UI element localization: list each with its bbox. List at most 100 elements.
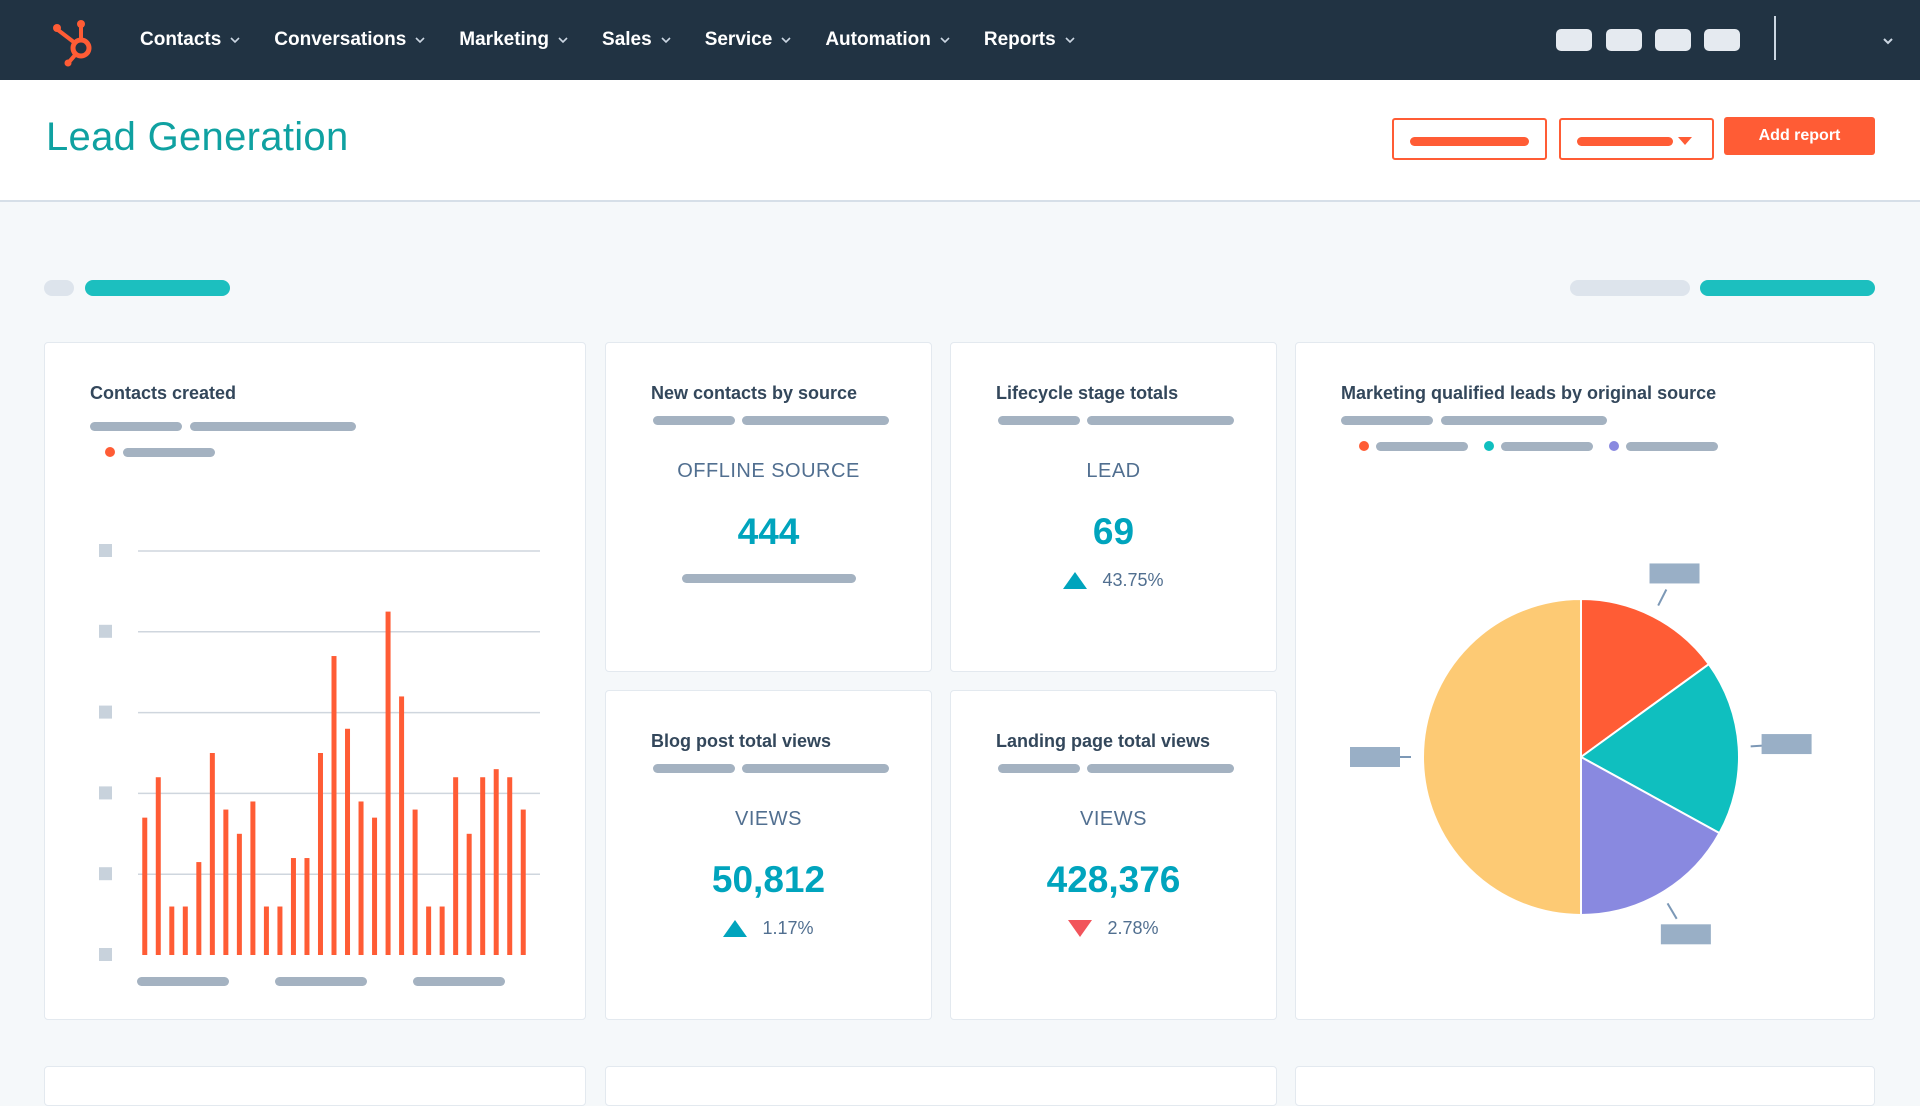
bar[interactable] (385, 611, 391, 955)
slice-label-placeholder (1350, 747, 1400, 767)
bar[interactable] (263, 906, 269, 955)
mql-by-source-card[interactable]: Marketing qualified leads by original so… (1295, 342, 1875, 1020)
card-title: Marketing qualified leads by original so… (1341, 383, 1717, 403)
y-tick-placeholder (99, 705, 112, 719)
nav-item-service[interactable]: Service (705, 29, 792, 51)
bar[interactable] (399, 696, 405, 955)
bar[interactable] (290, 858, 296, 955)
pie-slice[interactable] (1580, 597, 1711, 759)
bar[interactable] (277, 906, 283, 955)
x-axis-label-placeholder (413, 977, 505, 986)
callout-line (1666, 902, 1678, 920)
bar[interactable] (453, 777, 459, 955)
chevron-down-icon (558, 37, 568, 44)
page-title: Lead Generation (46, 115, 349, 159)
chevron-down-icon (781, 37, 791, 44)
blog-views-card[interactable]: Blog post total views VIEWS 50,812 1.17% (605, 690, 932, 1020)
bar[interactable] (372, 817, 378, 955)
nav-item-label: Reports (983, 29, 1056, 50)
slice-label-placeholder (1649, 563, 1700, 584)
nav-shortcut-3[interactable] (1655, 29, 1691, 51)
trend-down-icon (1068, 920, 1093, 937)
header-dropdown-button[interactable] (1559, 118, 1714, 160)
dashboard-filter[interactable] (1700, 280, 1875, 296)
contacts-bar-chart (99, 544, 540, 961)
y-tick-placeholder (99, 624, 112, 638)
pie-slice[interactable] (1422, 597, 1582, 917)
nav-item-label: Contacts (140, 29, 222, 50)
nav-shortcut-2[interactable] (1606, 29, 1642, 51)
bar[interactable] (331, 656, 337, 955)
hubspot-logo-icon[interactable] (48, 12, 104, 68)
add-report-button[interactable]: Add report (1724, 117, 1875, 155)
account-chevron-down-icon[interactable] (1882, 36, 1894, 46)
bar[interactable] (142, 817, 148, 955)
metric-value: 428,376 (1046, 859, 1181, 900)
y-tick-placeholder (99, 948, 112, 961)
bar[interactable] (317, 753, 323, 955)
bar[interactable] (426, 906, 432, 955)
bar[interactable] (304, 858, 310, 955)
date-filter[interactable] (85, 280, 230, 296)
bar[interactable] (236, 833, 242, 955)
metric-label: LEAD (1086, 460, 1141, 482)
nav-item-sales[interactable]: Sales (602, 29, 671, 51)
nav-shortcut-4[interactable] (1704, 29, 1740, 51)
legend-dot (1359, 441, 1369, 451)
bar[interactable] (466, 833, 472, 955)
landing-page-views-card[interactable]: Landing page total views VIEWS 428,376 2… (950, 690, 1277, 1020)
pie-slice[interactable] (1580, 755, 1721, 917)
nav-item-reports[interactable]: Reports (984, 29, 1075, 51)
bar[interactable] (250, 801, 256, 955)
card-title: Blog post total views (651, 731, 832, 751)
card-title: New contacts by source (651, 383, 858, 403)
report-card[interactable] (605, 1066, 1277, 1106)
bar[interactable] (345, 728, 351, 955)
filter-placeholder[interactable] (1570, 280, 1690, 296)
bar[interactable] (209, 753, 215, 955)
nav-item-contacts[interactable]: Contacts (140, 29, 240, 51)
bar[interactable] (520, 809, 526, 955)
trend-up-icon (723, 920, 748, 937)
bar[interactable] (169, 906, 175, 955)
card-subtitle-placeholder (653, 416, 735, 425)
bar[interactable] (223, 809, 229, 955)
x-axis-label-placeholder (137, 977, 229, 986)
bar[interactable] (439, 906, 445, 955)
bar[interactable] (196, 862, 202, 955)
bar[interactable] (493, 769, 499, 955)
change-percent: 43.75% (1102, 570, 1164, 590)
bar[interactable] (412, 809, 418, 955)
contacts-created-card[interactable]: Contacts created (44, 342, 586, 1020)
nav-item-marketing[interactable]: Marketing (459, 29, 568, 51)
bar[interactable] (358, 801, 364, 955)
bar[interactable] (507, 777, 513, 955)
bar[interactable] (182, 906, 188, 955)
report-card[interactable] (44, 1066, 586, 1106)
metric-value: 50,812 (711, 859, 826, 900)
legend-label-placeholder (123, 448, 215, 457)
card-subtitle-placeholder (90, 422, 182, 431)
y-tick-placeholder (99, 786, 112, 800)
x-axis-label-placeholder (275, 977, 367, 986)
report-card[interactable] (1295, 1066, 1875, 1106)
metric-value: 444 (737, 511, 800, 552)
pie-slice[interactable] (1579, 662, 1740, 835)
nav-item-label: Marketing (459, 29, 550, 50)
nav-item-label: Service (704, 29, 773, 50)
chevron-down-icon (661, 37, 671, 44)
header-action-button-1[interactable] (1392, 118, 1547, 160)
metric-change: 1.17% (606, 918, 931, 939)
filter-placeholder[interactable] (44, 280, 74, 296)
bar[interactable] (155, 777, 161, 955)
lifecycle-stage-card[interactable]: Lifecycle stage totals LEAD 69 43.75% (950, 342, 1277, 672)
nav-item-automation[interactable]: Automation (825, 29, 950, 51)
chevron-down-icon (230, 37, 240, 44)
nav-shortcut-1[interactable] (1556, 29, 1592, 51)
card-title: Lifecycle stage totals (996, 383, 1179, 403)
nav-item-conversations[interactable]: Conversations (274, 29, 425, 51)
new-contacts-card[interactable]: New contacts by source OFFLINE SOURCE 44… (605, 342, 932, 672)
bar[interactable] (480, 777, 486, 955)
card-subtitle-placeholder (1341, 416, 1433, 425)
metric-label: VIEWS (735, 808, 802, 830)
